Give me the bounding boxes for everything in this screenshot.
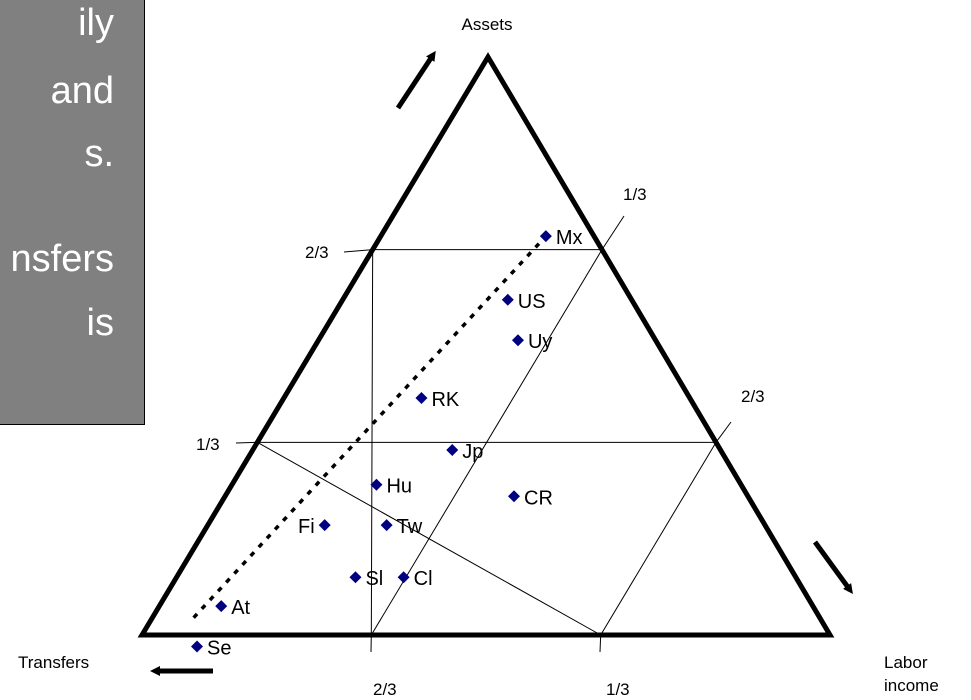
text-box-line: and (50, 70, 114, 112)
labor-direction-arrow (812, 540, 853, 595)
data-point-hu: Hu (370, 476, 412, 498)
point-marker (215, 600, 228, 613)
text-box-line: nsfers (10, 238, 114, 280)
grid-line (599, 634, 602, 653)
point-marker (397, 571, 410, 584)
grid-line (370, 249, 374, 636)
text-box: ily and s. nsfers is (0, 0, 145, 425)
point-label: Se (207, 638, 231, 660)
point-label: At (231, 597, 250, 619)
data-point-cl: Cl (397, 568, 433, 590)
point-marker (539, 230, 552, 243)
point-label: Uy (528, 331, 552, 353)
text-box-line: ily (78, 2, 114, 44)
right-edge-tick-label: 2/3 (741, 387, 765, 406)
point-marker (380, 519, 393, 532)
grid-line (715, 421, 732, 443)
vertex-label-transfers: Transfers (18, 653, 89, 672)
data-point-se: Se (191, 638, 231, 660)
point-marker (370, 478, 383, 491)
data-point-mx: Mx (539, 227, 583, 249)
grid-line (343, 249, 373, 253)
left-edge-tick-label: 2/3 (305, 243, 329, 262)
point-marker (318, 519, 331, 532)
data-point-cr: CR (508, 487, 553, 509)
bottom-edge-tick-label: 1/3 (606, 680, 630, 699)
text-box-line: s. (84, 133, 114, 175)
data-point-jp: Jp (446, 441, 483, 463)
point-marker (511, 334, 524, 347)
data-point-uy: Uy (511, 331, 552, 353)
point-marker (508, 490, 520, 503)
vertex-label-labor-income: Labor income (884, 653, 939, 695)
grid-line (235, 441, 258, 444)
grid-line (601, 215, 625, 250)
point-label: Jp (462, 441, 483, 463)
point-label: Fi (298, 516, 315, 538)
trend-line (192, 234, 548, 619)
data-point-sl: Sl (349, 568, 383, 590)
right-edge-tick-label: 1/3 (623, 185, 647, 204)
triangle-outline (137, 52, 835, 638)
point-label: RK (431, 389, 459, 411)
point-marker (501, 293, 514, 306)
left-edge-tick-label: 1/3 (196, 435, 220, 454)
data-point-tw: Tw (380, 516, 423, 538)
point-label: Sl (365, 568, 383, 590)
point-label: Hu (386, 476, 412, 498)
grid-line (370, 249, 603, 636)
assets-direction-arrow (395, 50, 436, 110)
point-label: Tw (397, 516, 423, 538)
point-label: CR (524, 487, 553, 509)
bottom-edge-tick-label: 2/3 (373, 680, 397, 699)
point-label: Mx (556, 227, 583, 249)
point-label: Cl (414, 568, 433, 590)
data-point-rk: RK (415, 389, 460, 411)
point-marker (349, 571, 362, 584)
grid-line (600, 442, 717, 636)
data-point-fi: Fi (298, 516, 331, 538)
vertex-label-assets: Assets (461, 15, 512, 34)
data-point-us: US (501, 291, 546, 313)
point-marker (191, 640, 203, 653)
point-marker (446, 444, 459, 457)
point-label: US (518, 291, 546, 313)
data-point-at: At (215, 597, 251, 619)
point-marker (415, 392, 428, 405)
text-box-line: is (86, 302, 114, 344)
